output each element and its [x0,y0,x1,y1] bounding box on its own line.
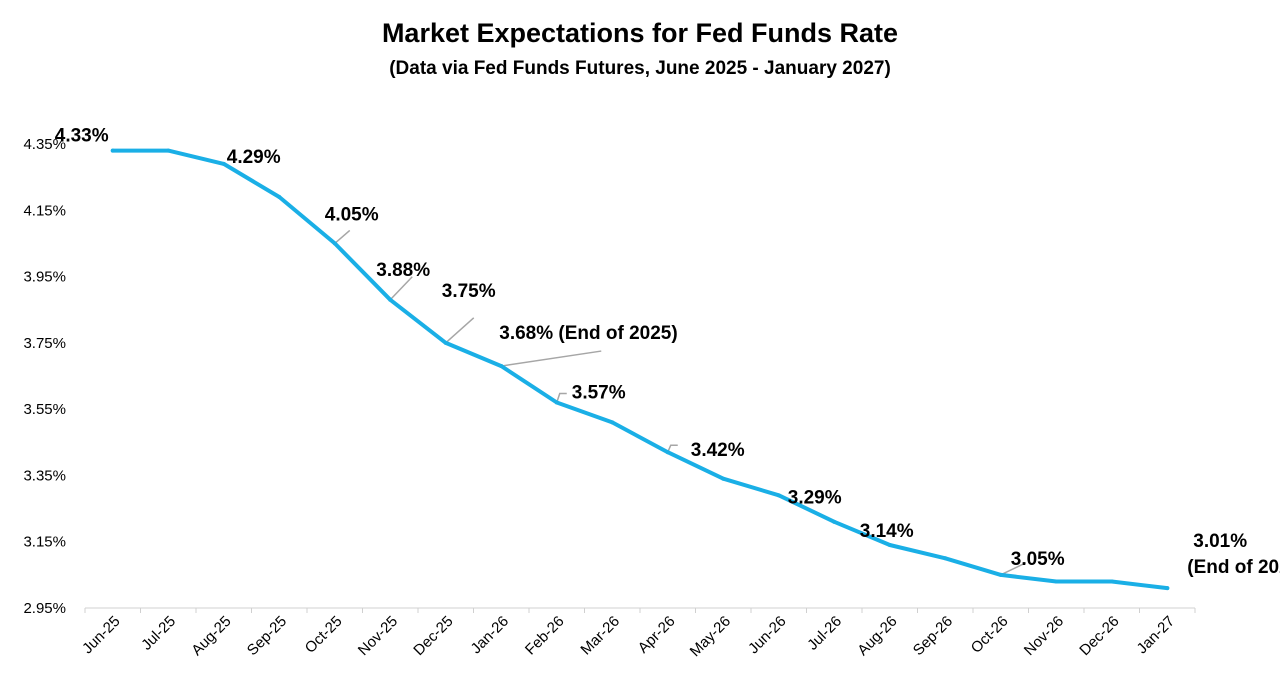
y-tick-label: 2.95% [23,600,66,617]
data-point [776,493,781,498]
data-point [1054,579,1059,584]
data-labels: 4.33% 4.29% 4.05% 3.88% 3.75%3.68% (End of 2… [55,126,1280,578]
data-label: 3.57% [572,383,626,404]
data-point [554,400,559,405]
data-point [166,148,171,153]
data-point [721,476,726,481]
data-point [610,420,615,425]
leader-line [501,350,602,367]
data-label: 3.88% [376,260,430,281]
data-label: 4.33% [55,126,109,147]
series-group [110,148,1170,591]
x-tick-label: Jan-27 [1134,613,1178,657]
x-tick-label: Aug-26 [854,613,900,659]
data-point [998,572,1003,577]
x-tick-label: Jan-26 [468,613,512,657]
x-tick-label: Sep-25 [244,613,290,659]
y-tick-label: 4.35% [23,136,66,153]
data-point [1165,586,1170,591]
data-point [388,297,393,302]
chart-subtitle: (Data via Fed Funds Futures, June 2025 -… [389,58,891,79]
x-tick-label: Dec-25 [410,613,456,659]
y-tick-label: 3.95% [23,269,66,286]
y-tick-label: 3.35% [23,467,66,484]
data-point [1109,579,1114,584]
leader-line [1000,562,1027,576]
data-label: 3.29% [788,487,842,508]
chart-title: Market Expectations for Fed Funds Rate [381,18,899,48]
label-leader-lines [334,229,1027,576]
leader-line [667,444,678,453]
data-point [887,543,892,548]
data-point [499,364,504,369]
data-label: 3.01% [1193,531,1247,552]
y-tick-label: 3.55% [23,401,66,418]
data-label: (End of 2026) [1187,557,1280,578]
x-tick-label: Nov-26 [1021,613,1067,659]
x-tick-label: Jun-26 [745,613,789,657]
data-point [221,161,226,166]
x-tick-label: Dec-26 [1076,613,1122,659]
y-tick-label: 3.15% [23,534,66,551]
series-line [110,148,1170,591]
x-tick-label: Nov-25 [355,613,401,659]
x-tick-label: Oct-25 [302,613,346,657]
x-tick-label: Sep-26 [910,613,956,659]
x-tick-label: May-26 [687,613,734,660]
data-point [832,519,837,524]
data-label: 3.75% [442,281,496,302]
data-label: 4.05% [325,204,379,225]
leader-line [445,317,475,344]
x-tick-label: Oct-26 [968,613,1012,657]
data-point [332,241,337,246]
x-tick-label: Jun-25 [79,613,123,657]
data-label: 3.05% [1011,549,1065,570]
y-tick-label: 4.15% [23,202,66,219]
y-tick-label: 3.75% [23,335,66,352]
data-point [943,556,948,561]
data-point [443,340,448,345]
data-point [277,195,282,200]
data-label: 4.29% [227,147,281,168]
x-tick-label: Jul-25 [138,613,179,654]
data-label: 3.42% [691,440,745,461]
data-point [665,450,670,455]
leader-line [556,392,567,403]
x-tick-label: Feb-26 [522,613,568,659]
x-tick-label: Mar-26 [577,613,623,659]
data-label: 3.14% [860,521,914,542]
leader-line [334,229,351,244]
x-tick-label: Jul-26 [804,613,845,654]
x-tick-label: Aug-25 [188,613,234,659]
x-tick-label: Apr-26 [635,613,679,657]
data-point [110,148,115,153]
leader-line [389,276,413,301]
y-axis: 4.35% 4.15% 3.95% 3.75% 3.55% 3.35% 3.15% 2.95% [23,136,66,617]
x-axis: Jun-25 Jul-25 Aug-25 Sep-25 Oct-25 Nov-25 Dec-… [79,607,1196,660]
data-label: 3.68% (End of 2025) [499,323,677,344]
